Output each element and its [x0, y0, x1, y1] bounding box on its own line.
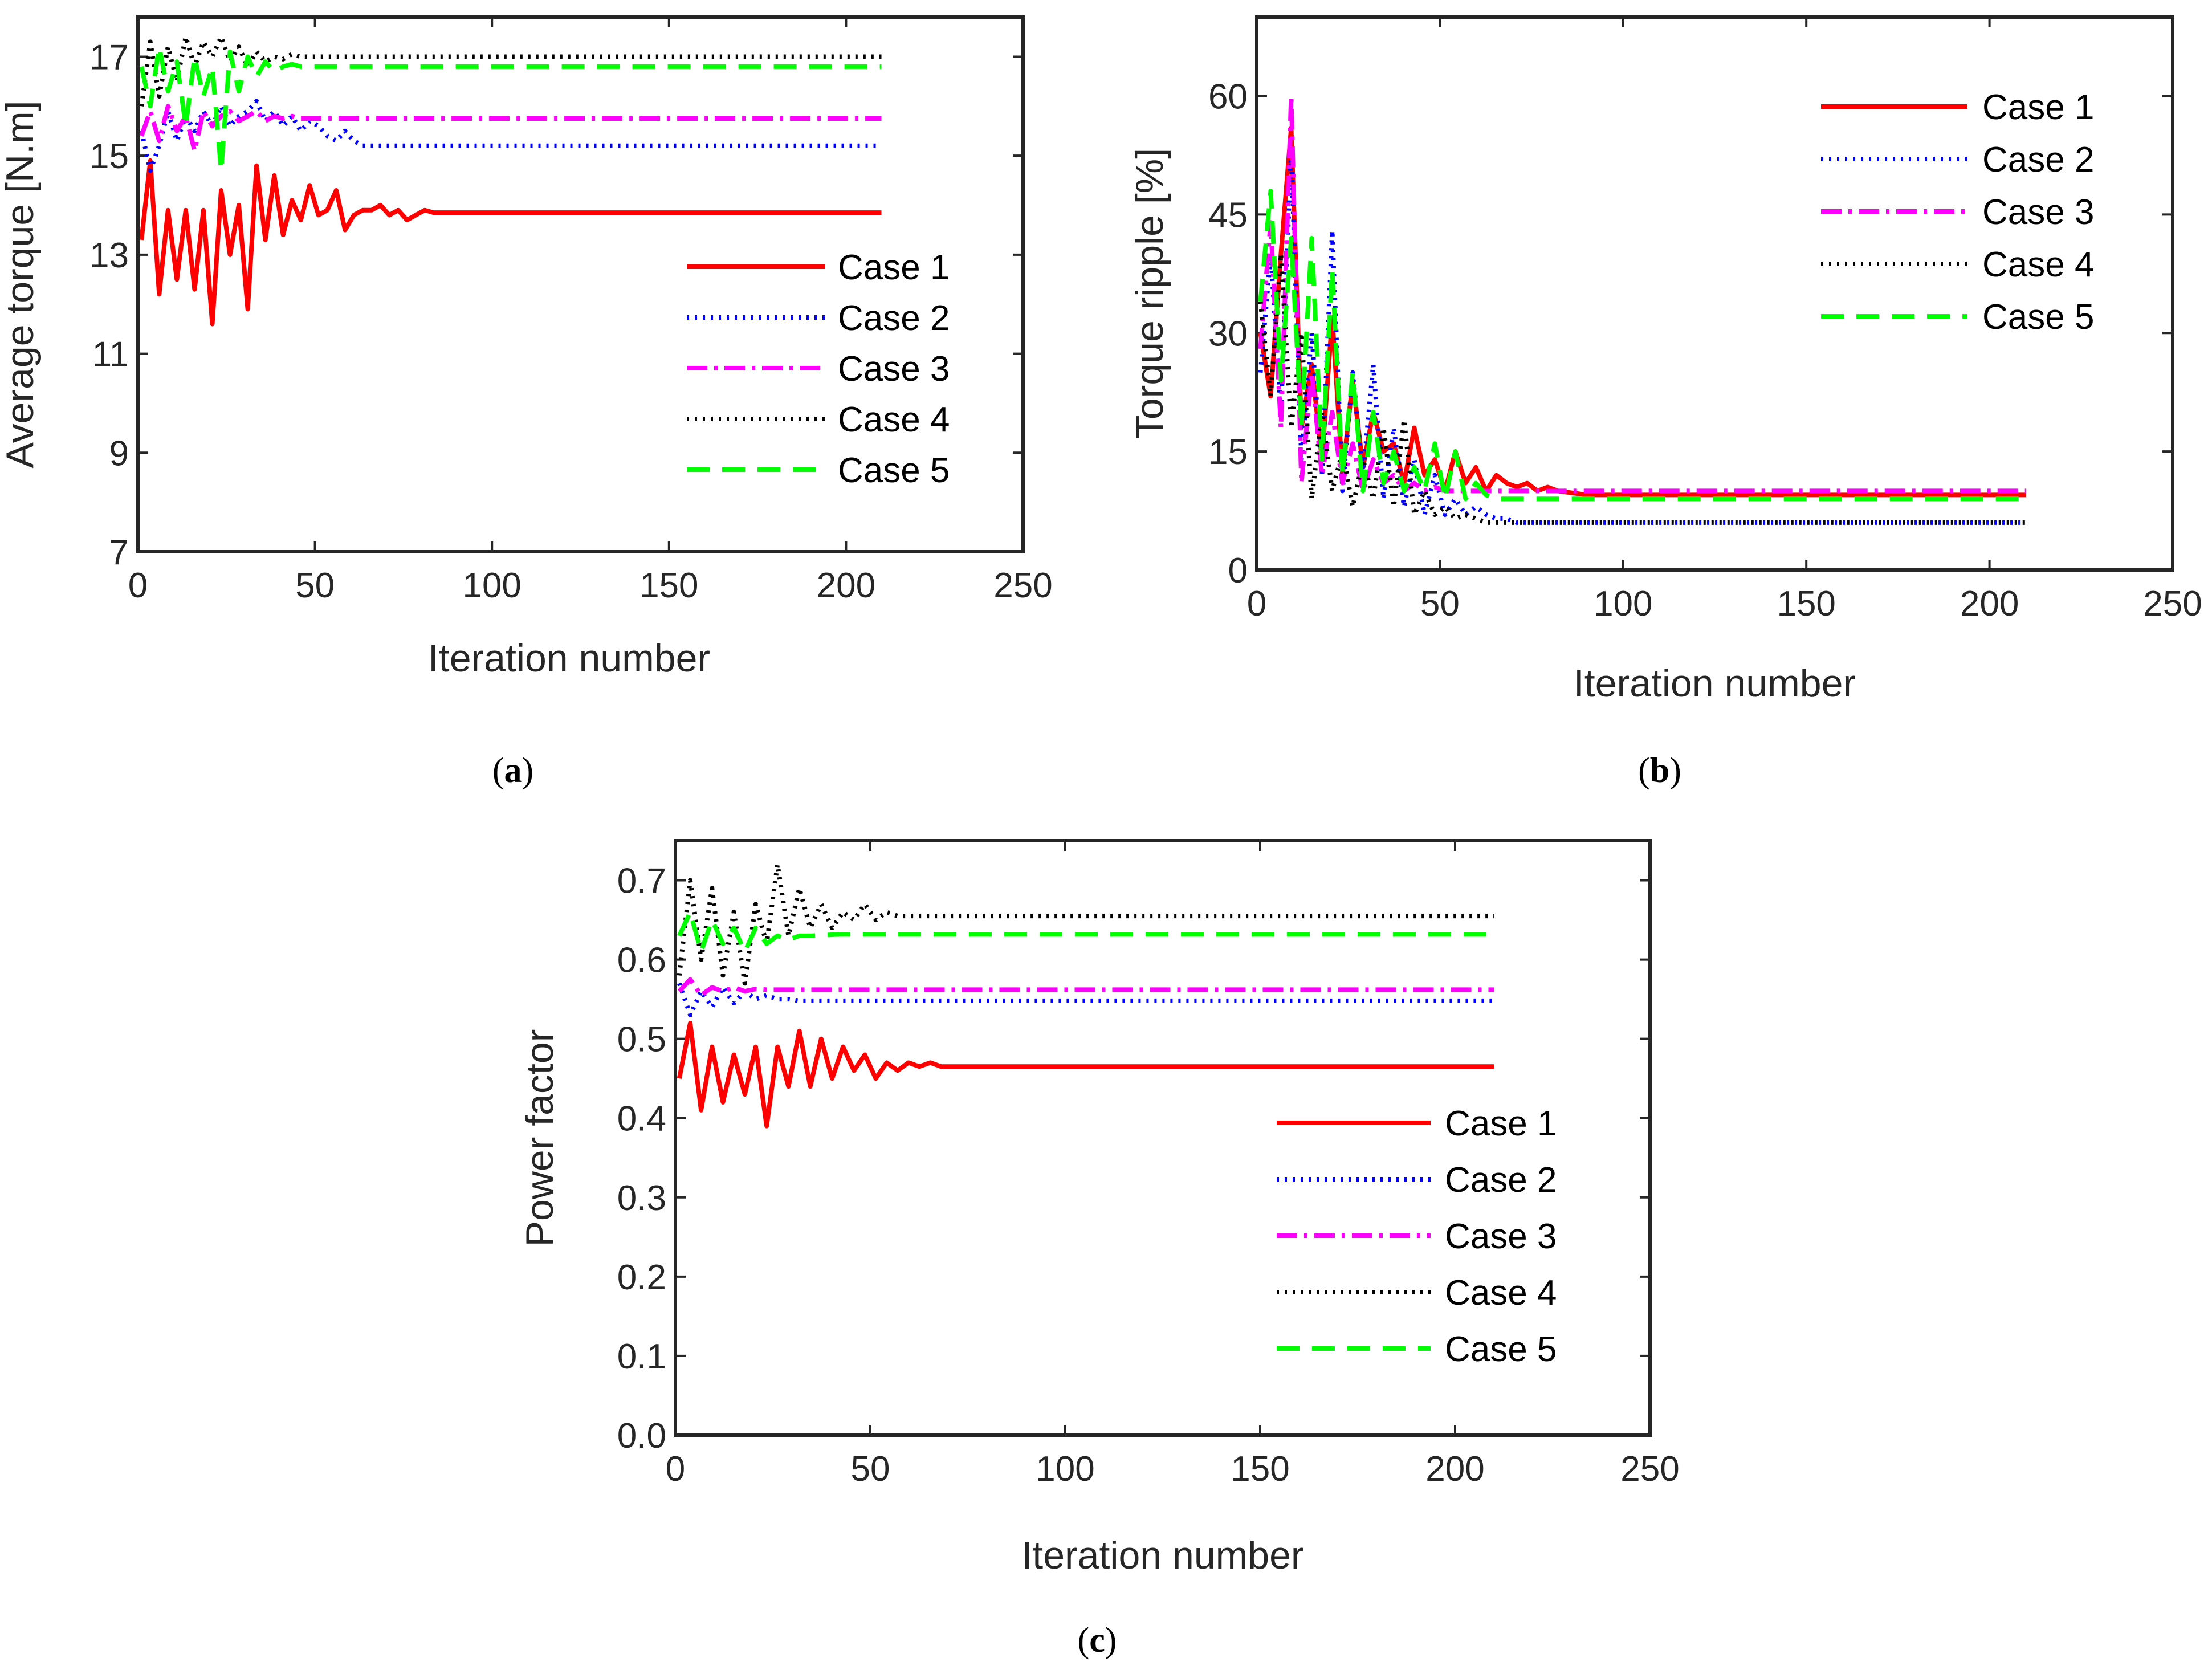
panel-caption: (b) — [1638, 751, 1681, 790]
axes-box — [1255, 15, 2174, 572]
series-line-case-2 — [1258, 149, 2026, 525]
legend-label-case-4: Case 4 — [1982, 245, 2094, 284]
x-tick-label: 0 — [666, 1449, 685, 1489]
legend-label-case-3: Case 3 — [838, 349, 950, 389]
x-axis-label: Iteration number — [428, 637, 710, 680]
y-tick-label: 13 — [89, 236, 129, 275]
panel-caption: (c) — [1078, 1621, 1117, 1660]
y-axis-label: Power factor — [518, 1029, 561, 1247]
x-tick-label: 250 — [993, 566, 1052, 605]
y-tick-label: 7 — [109, 533, 129, 572]
axes-box — [136, 15, 1025, 553]
x-tick-label: 200 — [817, 566, 875, 605]
series-line-case-3 — [677, 977, 1494, 998]
x-tick-label: 200 — [1960, 584, 2019, 624]
series-line-case-1 — [677, 1020, 1494, 1129]
y-tick-label: 17 — [89, 38, 129, 77]
series-line-case-5 — [1258, 188, 2026, 502]
y-tick-label: 0 — [1228, 551, 1248, 590]
legend-label-case-5: Case 5 — [1445, 1330, 1557, 1369]
x-tick-label: 250 — [2143, 584, 2202, 624]
y-tick-label: 15 — [1208, 433, 1248, 472]
y-tick-label: 0.3 — [617, 1179, 666, 1218]
legend-label-case-5: Case 5 — [1982, 298, 2094, 337]
x-tick-label: 100 — [1594, 584, 1652, 624]
series-line-case-1 — [139, 158, 882, 327]
chart-a: 7 9 11 13 15 17 0 50 100 150 200 250 Iteration numbe… — [0, 15, 1053, 790]
x-tick-label: 150 — [639, 566, 698, 605]
y-tick-label: 0.2 — [617, 1258, 666, 1297]
x-tick-label: 100 — [1036, 1449, 1094, 1489]
legend: Case 1 Case 2 Case 3 Case 4 Case 5 — [1821, 88, 2094, 337]
y-axis-label: Torque ripple [%] — [1128, 148, 1171, 439]
y-tick-label: 0.5 — [617, 1020, 666, 1060]
legend-label-case-3: Case 3 — [1445, 1217, 1557, 1256]
y-tick-label: 30 — [1208, 314, 1248, 353]
y-tick-label: 60 — [1208, 78, 1248, 117]
y-axis-label: Average torque [N.m] — [0, 100, 42, 468]
x-axis-label: Iteration number — [1574, 662, 1856, 705]
legend-label-case-1: Case 1 — [1982, 88, 2094, 127]
x-tick-label: 200 — [1425, 1449, 1484, 1489]
y-tick-label: 11 — [92, 335, 129, 374]
x-tick-label: 150 — [1231, 1449, 1289, 1489]
legend: Case 1 Case 2 Case 3 Case 4 Case 5 — [1277, 1104, 1557, 1369]
y-tick-label: 0.7 — [617, 862, 666, 901]
legend-label-case-4: Case 4 — [1445, 1273, 1557, 1313]
series-line-case-2 — [677, 982, 1494, 1017]
panel-caption: (a) — [492, 751, 533, 790]
series-line-case-4 — [1258, 251, 2026, 525]
x-axis-label: Iteration number — [1021, 1534, 1303, 1577]
series-line-case-4 — [677, 862, 1494, 986]
series-line-case-5 — [139, 44, 882, 173]
legend: Case 1 Case 2 Case 3 Case 4 Case 5 — [687, 248, 950, 490]
series-line-case-4 — [139, 34, 882, 107]
y-tick-label: 0.6 — [617, 941, 666, 980]
axes-box — [674, 839, 1652, 1437]
x-tick-label: 50 — [1420, 584, 1460, 624]
series-line-case-5 — [677, 910, 1494, 954]
legend-label-case-2: Case 2 — [838, 299, 950, 338]
x-tick-label: 50 — [851, 1449, 890, 1489]
chart-c: 0.0 0.1 0.2 0.3 0.4 0.5 0.6 0.7 0 50 100 150 200 250 I… — [518, 839, 1680, 1660]
legend-label-case-2: Case 2 — [1445, 1160, 1557, 1200]
series-line-case-3 — [139, 104, 882, 153]
x-tick-label: 50 — [295, 566, 335, 605]
y-tick-label: 15 — [89, 137, 129, 176]
legend-label-case-1: Case 1 — [1445, 1104, 1557, 1143]
legend-label-case-4: Case 4 — [838, 400, 950, 439]
y-tick-label: 0.0 — [617, 1416, 666, 1456]
x-tick-label: 100 — [462, 566, 521, 605]
y-tick-label: 0.1 — [617, 1337, 666, 1376]
legend-label-case-3: Case 3 — [1982, 193, 2094, 232]
chart-b: 0 15 30 45 60 0 50 100 150 200 250 Iteration number… — [1128, 15, 2202, 790]
y-tick-label: 9 — [109, 434, 129, 473]
legend-label-case-1: Case 1 — [838, 248, 950, 287]
x-tick-label: 0 — [128, 566, 148, 605]
x-tick-label: 0 — [1247, 584, 1266, 624]
y-tick-label: 0.4 — [617, 1099, 666, 1139]
x-tick-label: 250 — [1620, 1449, 1679, 1489]
legend-label-case-5: Case 5 — [838, 451, 950, 490]
y-tick-label: 45 — [1208, 195, 1248, 235]
x-tick-label: 150 — [1777, 584, 1835, 624]
legend-label-case-2: Case 2 — [1982, 140, 2094, 180]
series-line-case-3 — [1258, 93, 2026, 494]
